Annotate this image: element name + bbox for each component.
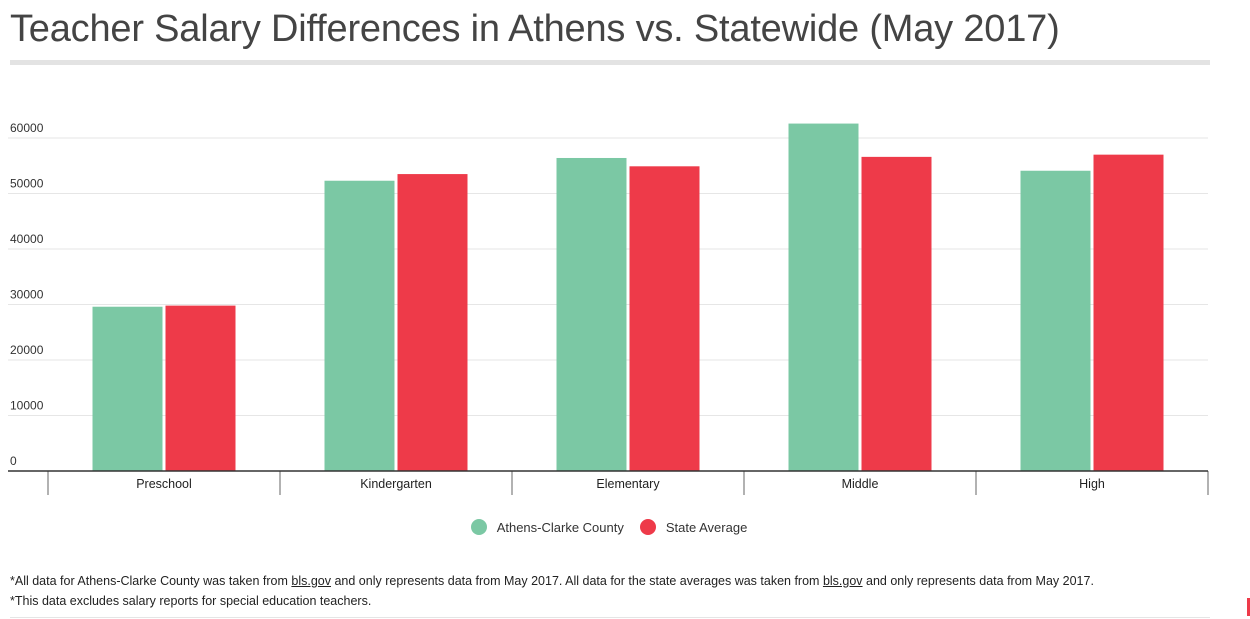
bar-state <box>1093 154 1164 471</box>
y-tick-label: 60000 <box>10 121 44 135</box>
footnote-exclusion: *This data excludes salary reports for s… <box>10 594 372 608</box>
title-divider <box>10 60 1210 65</box>
bar-county <box>788 123 859 471</box>
y-tick-label: 20000 <box>10 343 44 357</box>
bar-state <box>165 305 236 471</box>
footnote-text-2: and only represents data from May 2017. … <box>331 574 823 588</box>
legend-label-state: State Average <box>665 519 748 535</box>
source-link-state[interactable]: bls.gov <box>822 574 863 588</box>
chart-title: Teacher Salary Differences in Athens vs.… <box>10 8 1060 50</box>
bar-county <box>556 157 627 472</box>
legend-item-county[interactable]: Athens-Clarke County <box>470 519 624 535</box>
footnotes: *All data for Athens-Clarke County was t… <box>10 571 1094 611</box>
x-tick-label: High <box>1079 477 1105 491</box>
legend-swatch-state <box>639 519 656 535</box>
footnote-sources: *All data for Athens-Clarke County was t… <box>10 571 1094 591</box>
bar-county <box>1020 170 1091 471</box>
bar-state <box>861 156 932 471</box>
bar-state <box>397 174 468 471</box>
bar-chart: 0 10000 20000 30000 40000 50000 60000 Preschool… <box>8 121 1209 495</box>
source-link-county[interactable]: bls.gov <box>291 574 331 588</box>
y-tick-label: 50000 <box>10 177 44 191</box>
footnote-text-1: *All data for Athens-Clarke County was t… <box>10 574 292 588</box>
bar-state <box>629 166 700 471</box>
edge-marker <box>1247 598 1250 616</box>
bar-county <box>324 180 395 472</box>
legend-item-state[interactable]: State Average <box>639 519 748 535</box>
footer-divider <box>10 617 1210 618</box>
x-tick-label: Preschool <box>136 477 192 491</box>
y-tick-label: 10000 <box>10 399 44 413</box>
legend-swatch-county <box>470 519 487 535</box>
legend-label-county: Athens-Clarke County <box>496 519 624 535</box>
footnote-text-3: and only represents data from May 2017. <box>862 574 1094 588</box>
x-tick-label: Kindergarten <box>360 477 432 491</box>
y-tick-label: 30000 <box>10 288 44 302</box>
x-tick-label: Middle <box>842 477 879 491</box>
bar-county <box>92 306 163 471</box>
y-tick-label: 40000 <box>10 232 44 246</box>
x-tick-label: Elementary <box>596 477 660 491</box>
legend: Athens-Clarke County State Average <box>0 519 1218 535</box>
y-tick-label: 0 <box>10 454 17 468</box>
